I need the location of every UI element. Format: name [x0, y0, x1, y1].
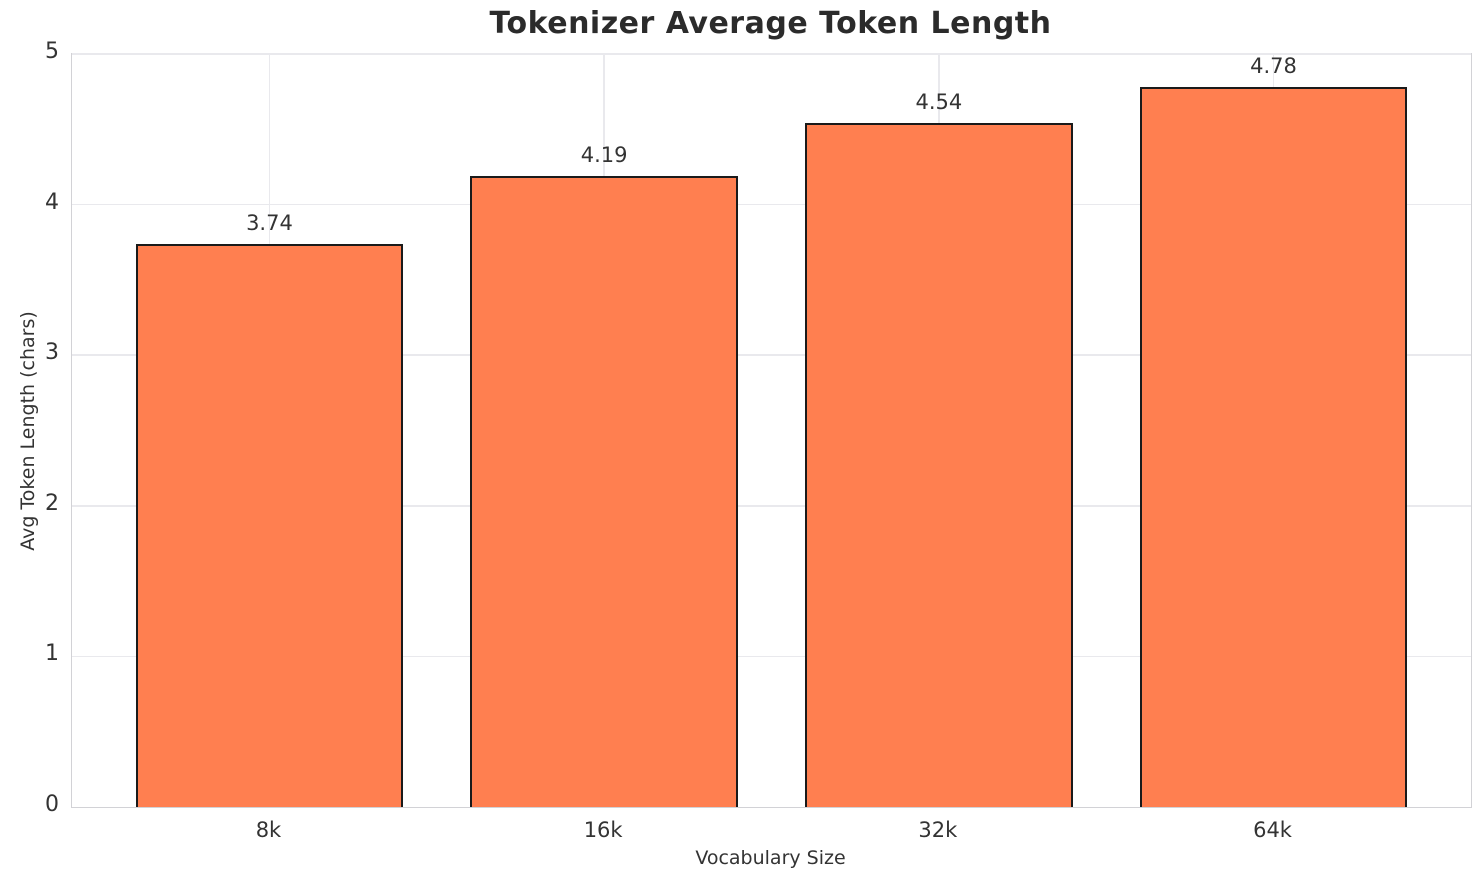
bar-32k: [804, 123, 1073, 807]
y-axis-label: Avg Token Length (chars): [17, 311, 39, 551]
bar-value-label: 4.54: [915, 90, 963, 115]
gridline-horizontal: [72, 53, 1471, 55]
bar-16k: [470, 176, 739, 807]
y-tick-label: 2: [45, 490, 59, 516]
chart-title: Tokenizer Average Token Length: [489, 6, 1052, 41]
bar-64k: [1139, 87, 1408, 807]
y-tick-label: 3: [45, 340, 59, 366]
y-tick-label: 5: [45, 39, 59, 64]
y-tick-label: 4: [45, 189, 59, 215]
x-tick-label-8k: 8k: [255, 818, 282, 842]
bar-8k: [135, 243, 404, 807]
gridline-horizontal: [72, 354, 1471, 356]
bar-value-label: 4.78: [1250, 54, 1297, 79]
plot-area: 3.74 4.19 4.54 4.78: [71, 53, 1472, 808]
x-axis-label: Vocabulary Size: [695, 847, 846, 869]
x-tick-label-16k: 16k: [583, 818, 623, 842]
bar-value-label: 4.19: [580, 142, 628, 167]
x-tick-label-32k: 32k: [918, 818, 958, 842]
bar-value-label: 3.74: [246, 210, 293, 235]
gridline-horizontal: [72, 505, 1471, 507]
y-tick-label: 0: [45, 792, 59, 817]
x-tick-label-64k: 64k: [1253, 818, 1292, 842]
gridline-horizontal: [72, 203, 1471, 206]
gridline-horizontal: [72, 655, 1471, 658]
y-tick-label: 1: [45, 641, 59, 667]
